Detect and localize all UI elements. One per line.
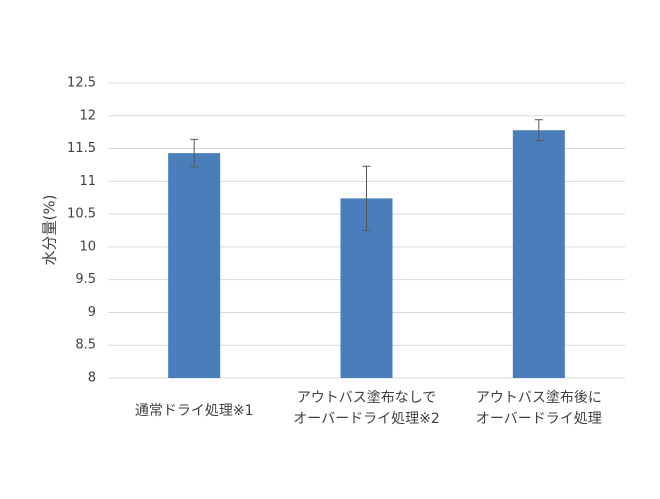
y-tick-label: 9.5 [75, 272, 96, 287]
y-tick-label: 11 [79, 174, 96, 189]
error-bar [362, 165, 371, 231]
x-tick-label: 通常ドライ処理※1 [135, 403, 254, 419]
x-tick-label: アウトバス塗布なしで [297, 389, 437, 406]
error-bar [534, 119, 543, 142]
y-tick-label: 10 [79, 239, 96, 254]
y-tick-label: 12.5 [67, 76, 96, 91]
y-tick-label: 12 [79, 108, 96, 123]
bar [168, 153, 221, 378]
y-tick-label: 11.5 [67, 141, 96, 156]
x-tick-label: オーバードライ処理※2 [293, 411, 440, 427]
y-tick-label: 9 [88, 305, 96, 320]
y-tick-label: 10.5 [67, 207, 96, 222]
y-tick-label: 8.5 [75, 338, 96, 353]
x-tick-label: アウトバス塗布後に [476, 389, 602, 406]
error-bar [190, 138, 199, 168]
y-axis-label: 水分量(%) [41, 195, 59, 266]
y-tick-label: 8 [88, 371, 96, 386]
bar [512, 130, 565, 378]
x-tick-label: オーバードライ処理 [476, 411, 602, 427]
